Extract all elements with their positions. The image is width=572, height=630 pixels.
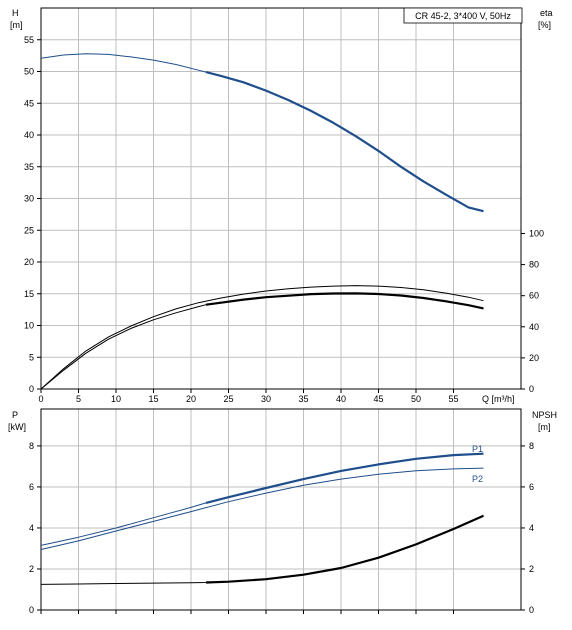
curve-bottom-1 [40, 467, 484, 550]
bottom-left-axis-unit: [kW] [8, 422, 26, 432]
y-left-tick-label: 15 [24, 289, 34, 299]
y-left-tick-label: 4 [29, 523, 34, 533]
x-tick-label: 35 [298, 394, 308, 404]
bottom-right-axis-name: NPSH [532, 410, 557, 420]
x-tick-label: 20 [186, 394, 196, 404]
curve-top-1 [40, 285, 484, 390]
x-tick-label: 10 [111, 394, 121, 404]
curve-top-0-duty-range [205, 71, 484, 213]
y-right-tick-label: 0 [529, 605, 534, 615]
y-right-tick-label: 0 [529, 384, 534, 394]
x-tick-label: 30 [261, 394, 271, 404]
series-label-p1: P1 [472, 444, 483, 454]
top-right-axis-name: eta [540, 8, 553, 18]
y-right-tick-label: 6 [529, 482, 534, 492]
curve-layer [40, 53, 484, 585]
y-left-tick-label: 40 [24, 130, 34, 140]
x-tick-label: 50 [411, 394, 421, 404]
y-right-tick-label: 8 [529, 441, 534, 451]
y-right-tick-label: 80 [529, 260, 539, 270]
title-box [403, 7, 523, 24]
x-axis-label: Q [m³/h] [482, 394, 515, 404]
x-tick-label: 55 [448, 394, 458, 404]
curve-top-0 [40, 53, 484, 212]
curve-bottom-0-duty-range [205, 452, 484, 504]
x-tick-label: 5 [76, 394, 81, 404]
top-left-axis-name: H [12, 8, 19, 18]
x-tick-label: 45 [373, 394, 383, 404]
y-left-tick-label: 50 [24, 67, 34, 77]
x-tick-label: 25 [223, 394, 233, 404]
bottom-left-axis-name: P [12, 410, 18, 420]
x-tick-label: 40 [336, 394, 346, 404]
y-left-tick-label: 45 [24, 98, 34, 108]
y-right-tick-label: 2 [529, 564, 534, 574]
y-left-tick-label: 25 [24, 225, 34, 235]
x-tick-label: 0 [38, 394, 43, 404]
y-right-tick-label: 4 [529, 523, 534, 533]
y-left-tick-label: 5 [29, 352, 34, 362]
grid-layer [41, 8, 521, 610]
y-left-tick-label: 2 [29, 564, 34, 574]
y-left-tick-label: 0 [29, 384, 34, 394]
title-text: CR 45-2, 3*400 V, 50Hz [415, 11, 511, 21]
y-right-tick-label: 100 [529, 228, 544, 238]
axes-layer [37, 7, 525, 614]
y-left-tick-label: 0 [29, 605, 34, 615]
y-right-tick-label: 40 [529, 322, 539, 332]
curve-top-2-duty-range [205, 292, 484, 310]
bottom-right-axis-unit: [m] [538, 422, 551, 432]
curve-bottom-2 [40, 515, 484, 585]
top-left-axis-unit: [m] [10, 20, 23, 30]
y-left-tick-label: 10 [24, 321, 34, 331]
y-left-tick-label: 55 [24, 35, 34, 45]
plot-frame [40, 408, 522, 611]
series-label-p2: P2 [472, 474, 483, 484]
y-left-tick-label: 35 [24, 162, 34, 172]
top-right-axis-unit: [%] [538, 20, 551, 30]
y-left-tick-label: 6 [29, 482, 34, 492]
curve-top-2 [40, 292, 484, 390]
y-right-tick-label: 20 [529, 353, 539, 363]
y-left-tick-label: 30 [24, 194, 34, 204]
curve-bottom-2-duty-range [205, 514, 484, 584]
y-right-tick-label: 60 [529, 291, 539, 301]
x-tick-label: 15 [148, 394, 158, 404]
y-left-tick-label: 20 [24, 257, 34, 267]
curve-bottom-0 [40, 453, 484, 546]
y-left-tick-label: 8 [29, 441, 34, 451]
